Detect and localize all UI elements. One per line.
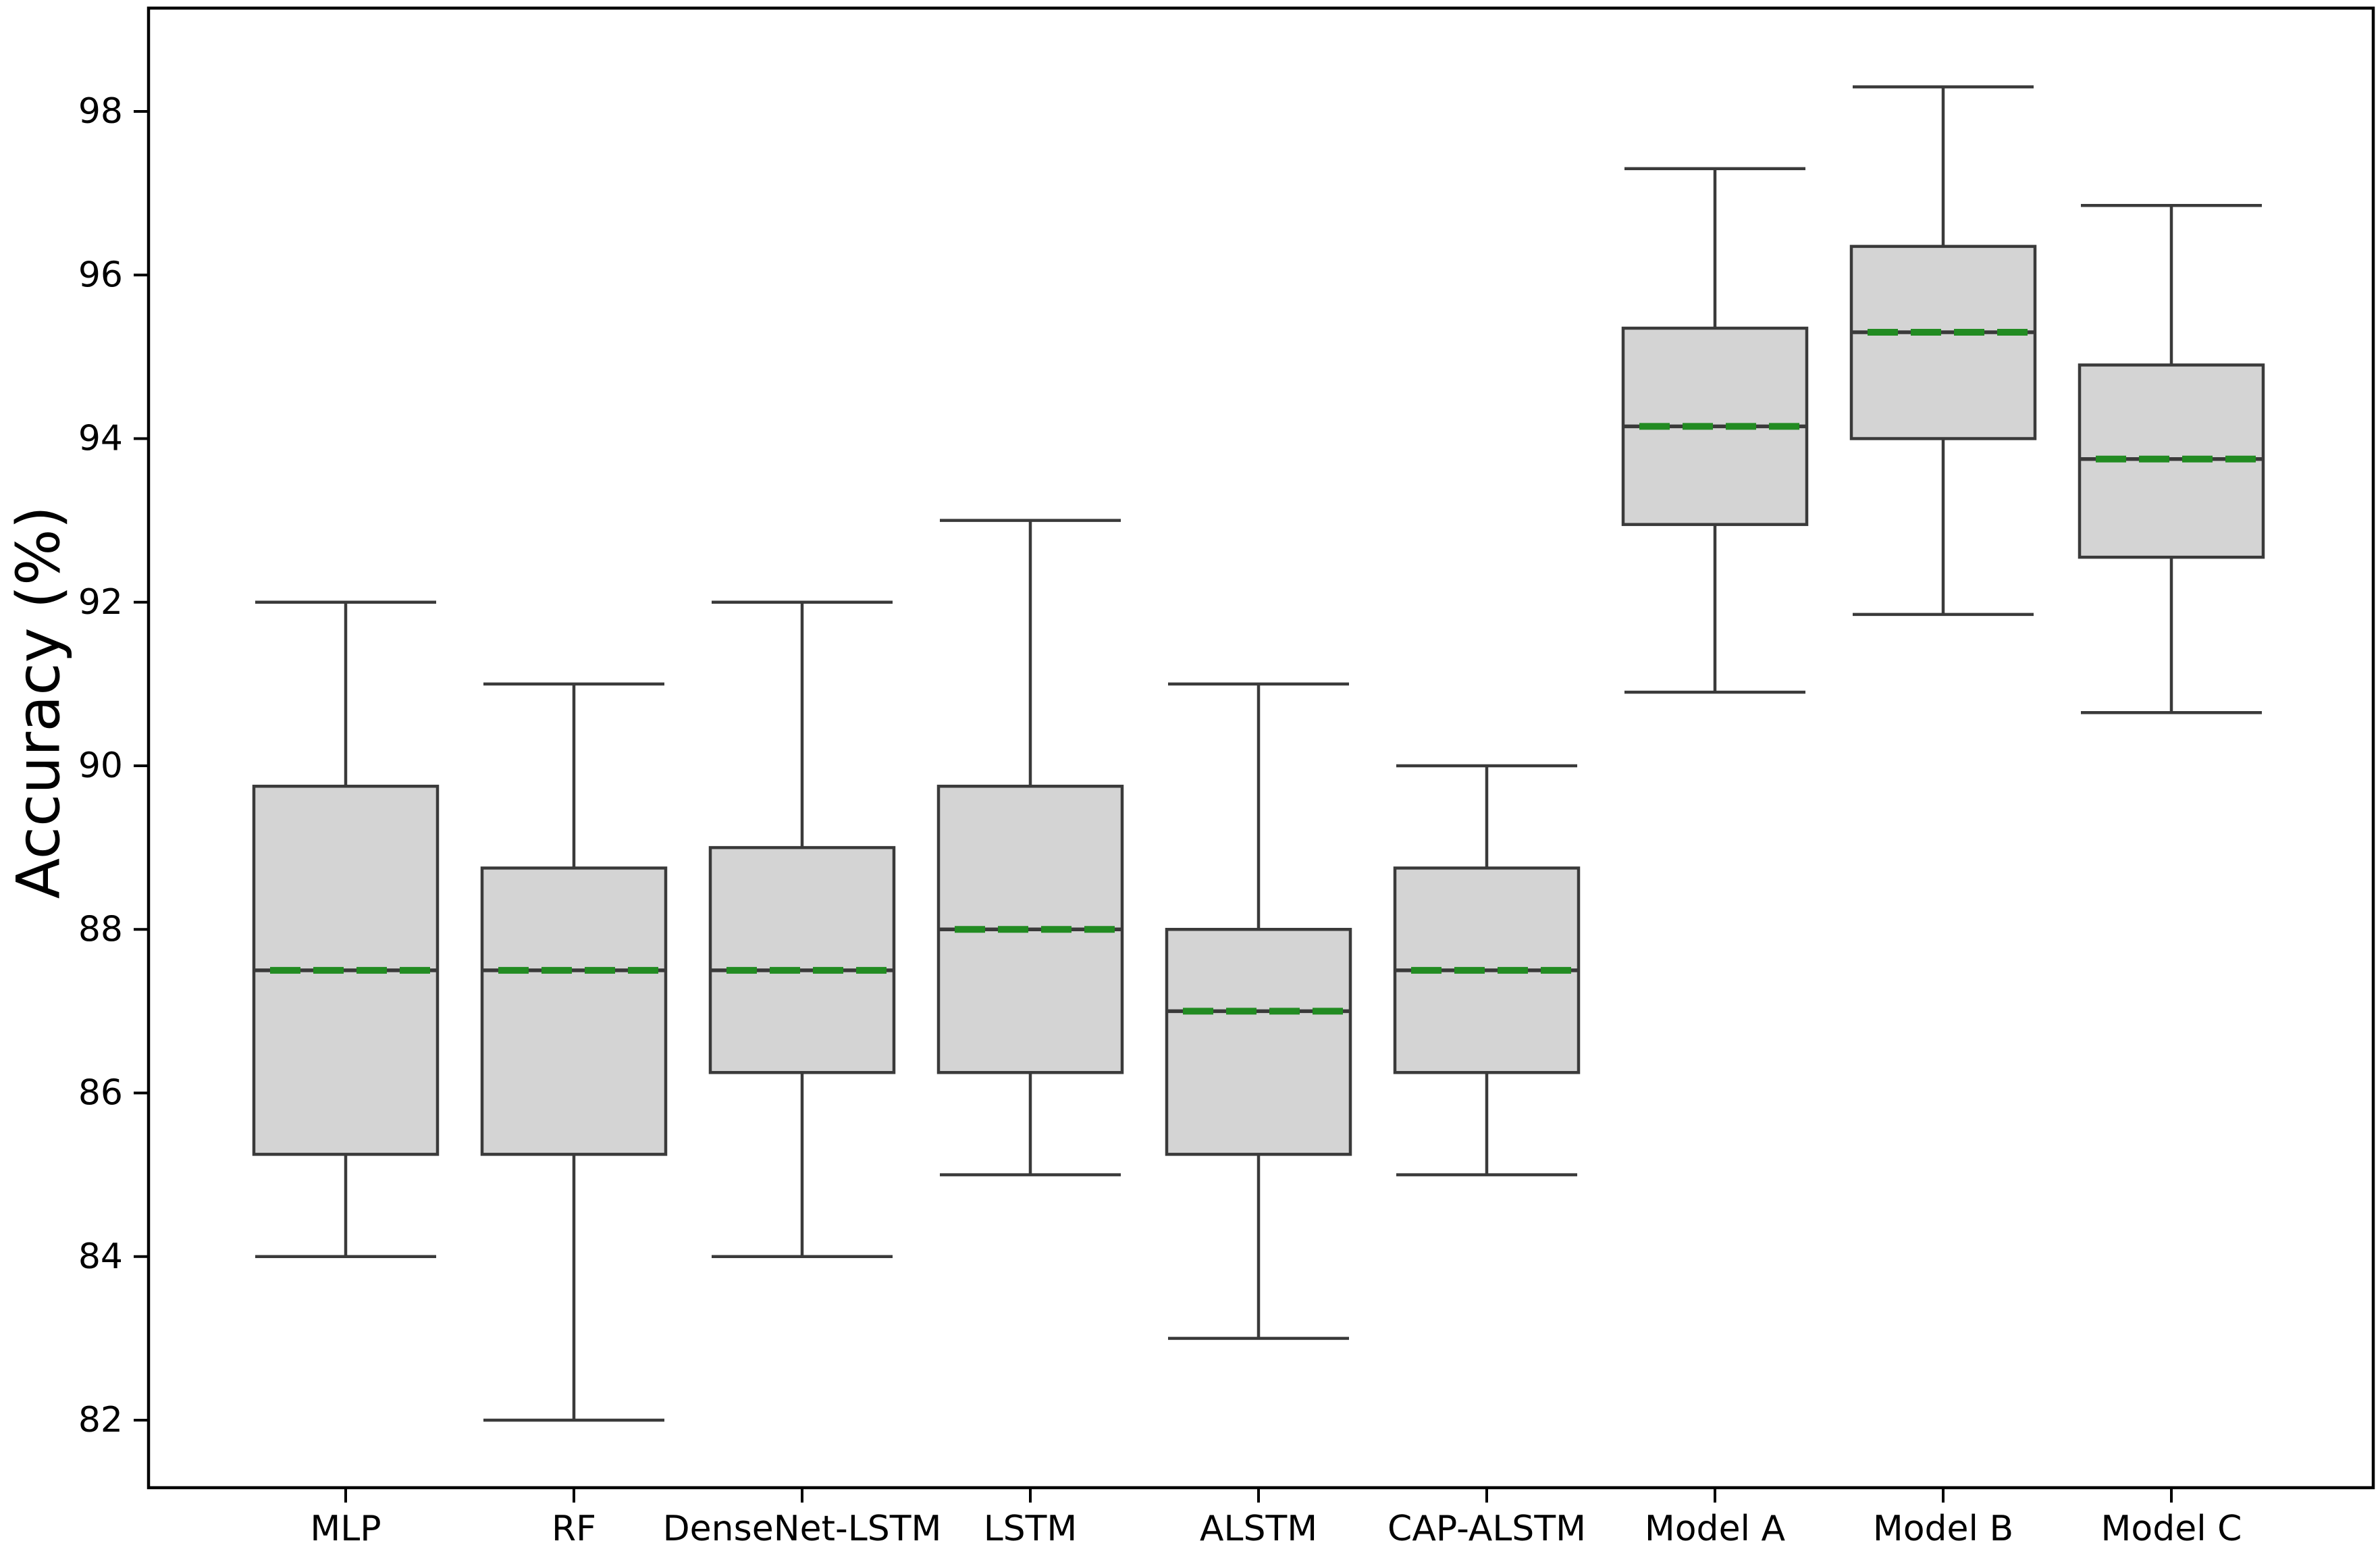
y-tick-label: 92 (78, 582, 123, 623)
box-DenseNet-LSTM (708, 600, 896, 1258)
x-tick-label: CAP-ALSTM (1387, 1509, 1586, 1549)
box-CAP-ALSTM (1393, 764, 1581, 1176)
y-tick-label: 96 (78, 255, 123, 295)
y-tick-label: 98 (78, 91, 123, 132)
iqr-box (708, 845, 896, 1074)
x-tick-label: Model C (2101, 1509, 2242, 1549)
x-tick-label: DenseNet-LSTM (663, 1509, 942, 1549)
iqr-box (1165, 928, 1352, 1156)
x-tick-label: RF (552, 1509, 596, 1549)
box-RF (480, 682, 668, 1422)
iqr-box (1849, 244, 2037, 440)
x-tick-label: Model A (1645, 1509, 1786, 1549)
y-tick-label: 94 (78, 419, 123, 459)
box-Model A (1621, 167, 1809, 694)
box-ALSTM (1165, 682, 1352, 1340)
y-tick-label: 90 (78, 746, 123, 786)
y-tick-label: 82 (78, 1400, 123, 1440)
box-MLP (252, 600, 440, 1258)
x-tick-label: ALSTM (1200, 1509, 1317, 1549)
plot-border (147, 6, 2375, 1490)
x-tick-label: LSTM (984, 1509, 1078, 1549)
y-tick-label: 86 (78, 1073, 123, 1114)
box-Model B (1849, 85, 2037, 617)
y-tick-label: 88 (78, 909, 123, 949)
x-tick-label: MLP (310, 1509, 381, 1549)
box-Model C (2078, 204, 2265, 714)
x-tick-label: Model B (1873, 1509, 2013, 1549)
y-tick-label: 84 (78, 1236, 123, 1277)
box-LSTM (936, 519, 1124, 1176)
y-axis-label: Accuracy (%) (3, 505, 74, 900)
iqr-box (480, 866, 668, 1156)
